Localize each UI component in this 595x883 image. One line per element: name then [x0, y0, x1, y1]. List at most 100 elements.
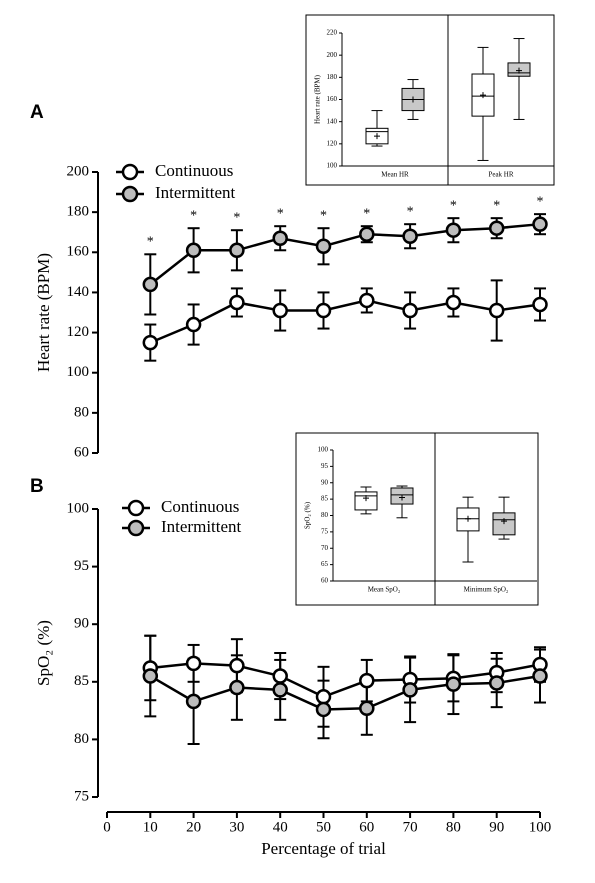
mean-marker [374, 133, 380, 140]
y-axis-label: SpO₂ (%) [34, 620, 53, 686]
legend-label: Continuous [155, 161, 233, 180]
significance: * [493, 198, 500, 213]
mean-marker [501, 518, 507, 525]
y-tick-label: 100 [318, 446, 329, 454]
significance: * [537, 194, 544, 209]
mean-marker [410, 96, 416, 103]
marker [185, 316, 202, 333]
legend-marker [121, 163, 139, 181]
y-tick-label: 100 [67, 500, 90, 516]
y-tick-label: 120 [67, 324, 90, 340]
y-tick-label: 100 [327, 162, 338, 170]
y-tick-label: 140 [327, 117, 338, 125]
y-tick-label: 100 [67, 364, 90, 380]
y-axis-label: Heart rate (BPM) [34, 253, 53, 372]
y-tick-label: 85 [321, 495, 329, 503]
marker [315, 302, 332, 319]
inset-frame [305, 14, 555, 186]
marker [488, 675, 505, 691]
series-line [149, 222, 541, 286]
significance: * [407, 204, 414, 219]
y-tick-label: 65 [321, 560, 329, 568]
marker [272, 302, 288, 319]
marker [185, 242, 202, 259]
marker [532, 668, 548, 684]
y-axis-label: SpO₂ (%) [304, 501, 312, 529]
x-tick-label: 80 [446, 819, 461, 835]
x-tick-label: 60 [359, 819, 374, 835]
marker [185, 693, 202, 710]
marker [359, 292, 375, 309]
y-tick-label: 180 [327, 73, 338, 81]
x-tick-label: Peak HR [488, 171, 513, 179]
x-tick-label: 90 [489, 819, 504, 835]
y-tick-label: 160 [67, 244, 90, 260]
y-tick-label: 70 [321, 544, 329, 552]
legend-label: Intermittent [161, 517, 242, 536]
y-tick-label: 160 [327, 95, 338, 103]
marker [488, 302, 505, 319]
y-tick-label: 140 [67, 284, 90, 300]
y-tick-label: 200 [327, 51, 338, 59]
marker [445, 294, 462, 311]
y-axis-label: Heart rate (BPM) [314, 74, 322, 124]
marker [359, 672, 375, 689]
marker [315, 701, 332, 718]
x-tick-label: 40 [273, 819, 288, 835]
mean-marker [516, 67, 522, 74]
legend-marker [121, 185, 139, 203]
x-tick-label: Mean HR [381, 171, 409, 179]
marker [185, 655, 202, 672]
y-tick-label: 95 [74, 558, 89, 574]
marker [445, 222, 462, 238]
y-tick-label: 80 [321, 511, 329, 519]
marker [272, 230, 288, 246]
y-tick-label: 95 [321, 462, 329, 470]
marker [488, 220, 505, 236]
x-tick-label: 10 [143, 819, 158, 835]
legend-marker [127, 499, 145, 517]
marker [315, 689, 332, 705]
y-tick-label: 80 [74, 404, 89, 420]
legend-marker [127, 519, 145, 537]
y-tick-label: 60 [74, 444, 89, 460]
significance: * [147, 235, 154, 250]
y-tick-label: 200 [67, 163, 90, 179]
marker [142, 668, 159, 684]
marker [532, 216, 548, 232]
marker [359, 700, 375, 717]
y-tick-label: 75 [321, 527, 329, 535]
y-tick-label: 75 [74, 788, 89, 804]
legend-label: Continuous [161, 497, 239, 516]
y-tick-label: 85 [74, 673, 89, 689]
marker [272, 682, 288, 698]
x-tick-label: Mean SpO₂ [368, 586, 401, 594]
marker [402, 302, 418, 319]
y-tick-label: 180 [67, 204, 90, 220]
x-tick-label: 100 [529, 819, 552, 835]
marker [142, 276, 159, 293]
series-line [150, 662, 541, 699]
marker [445, 676, 462, 692]
marker [272, 668, 288, 684]
legend-label: Intermittent [155, 183, 236, 202]
series-line [149, 674, 541, 711]
mean-marker [399, 494, 405, 501]
marker [402, 682, 418, 698]
panel-label: B [30, 476, 44, 497]
x-tick-label: 30 [229, 819, 244, 835]
y-tick-label: 220 [327, 29, 338, 37]
marker [142, 334, 159, 351]
series-line [149, 299, 541, 344]
y-tick-label: 60 [321, 577, 329, 585]
panel-label: A [30, 102, 44, 123]
x-tick-label: Minimum SpO₂ [464, 586, 509, 594]
significance: * [450, 198, 457, 213]
y-tick-label: 90 [74, 616, 89, 632]
y-tick-label: 120 [327, 139, 338, 147]
marker [532, 296, 548, 313]
x-tick-label: 50 [316, 819, 331, 835]
significance: * [277, 206, 284, 221]
marker [229, 657, 245, 674]
